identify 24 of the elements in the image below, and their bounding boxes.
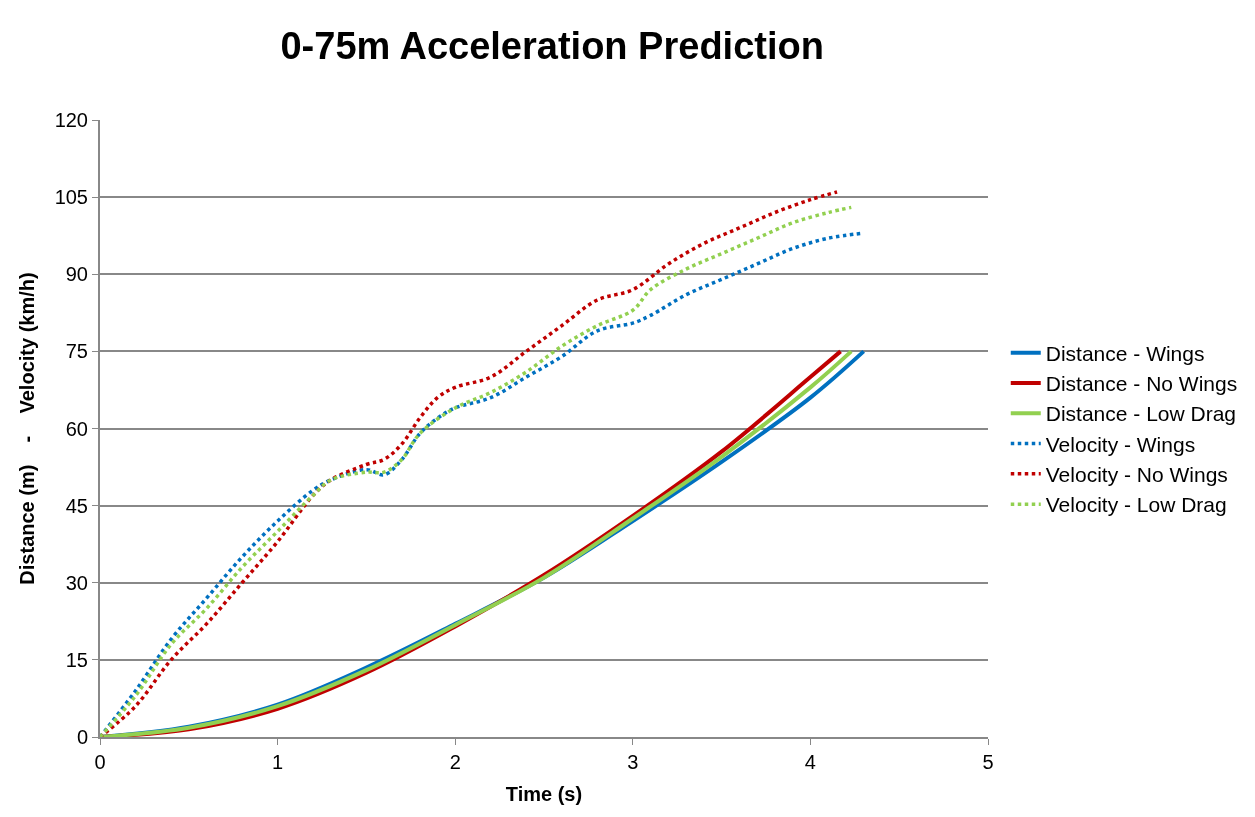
y-tick-label: 75 bbox=[65, 340, 88, 363]
legend-label: Velocity - Low Drag bbox=[1045, 493, 1227, 517]
x-tick-label: 2 bbox=[449, 751, 461, 773]
x-tick-label: 1 bbox=[272, 751, 284, 773]
x-axis-title: Time (s) bbox=[505, 783, 583, 805]
y-tick-label: 45 bbox=[65, 494, 88, 517]
y-tick-label: 60 bbox=[65, 417, 88, 440]
legend-label: Distance - Wings bbox=[1045, 341, 1205, 365]
x-tick-label: 3 bbox=[627, 751, 639, 773]
x-tick-label: 4 bbox=[804, 751, 816, 773]
legend-label: Distance - Low Drag bbox=[1045, 402, 1237, 426]
y-tick-label: 0 bbox=[76, 726, 88, 748]
x-tick-label: 0 bbox=[94, 751, 106, 773]
x-tick-label: 5 bbox=[982, 751, 994, 773]
legend-label: Velocity - No Wings bbox=[1045, 463, 1228, 487]
y-tick-label: 15 bbox=[65, 648, 88, 671]
chart-title: 0-75m Acceleration Prediction bbox=[280, 25, 824, 68]
legend-label: Distance - No Wings bbox=[1045, 372, 1238, 396]
legend-label: Velocity - Wings bbox=[1045, 432, 1196, 456]
y-axis-title: Distance (m) - Velocity (km/h) bbox=[15, 272, 38, 585]
y-tick-label: 30 bbox=[65, 571, 88, 594]
y-tick-label: 105 bbox=[54, 186, 88, 209]
y-tick-label: 90 bbox=[65, 263, 88, 286]
y-tick-label: 120 bbox=[54, 109, 88, 131]
